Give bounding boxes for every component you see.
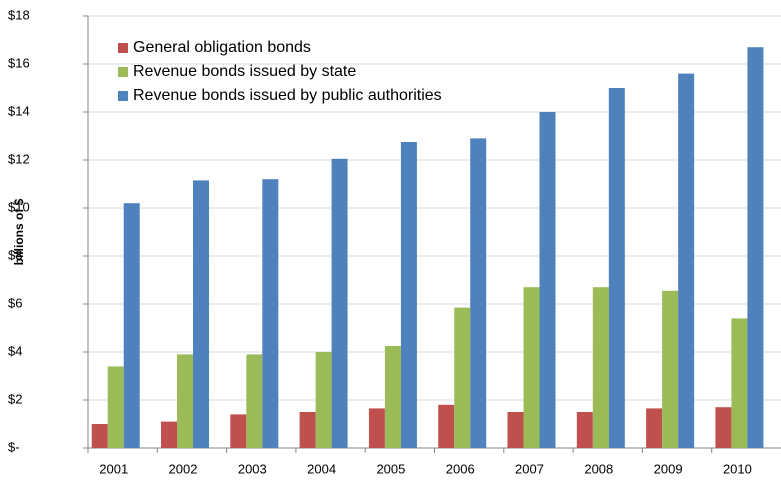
bar [470, 138, 487, 448]
bar [400, 142, 417, 448]
bar [91, 424, 108, 448]
bar [230, 414, 247, 448]
bar [715, 407, 732, 448]
bar [246, 354, 263, 448]
bar [592, 287, 609, 448]
legend-swatch [118, 43, 128, 53]
bar [368, 408, 385, 448]
y-tick-label: $4 [8, 343, 22, 358]
bar [315, 352, 332, 448]
y-tick-label: $18 [8, 7, 30, 22]
bar [454, 307, 471, 448]
y-tick-label: $12 [8, 151, 30, 166]
bar [107, 366, 124, 448]
x-tick-label: 2001 [99, 461, 128, 476]
x-tick-label: 2007 [515, 461, 544, 476]
y-tick-label: $2 [8, 391, 22, 406]
bar [747, 47, 764, 448]
bar [646, 408, 663, 448]
bar [299, 412, 316, 448]
bar [678, 73, 695, 448]
bar [384, 346, 401, 448]
x-tick-label: 2005 [376, 461, 405, 476]
bar [161, 421, 178, 448]
y-tick-label: $6 [8, 295, 22, 310]
bar [576, 412, 593, 448]
y-tick-label: $14 [8, 103, 30, 118]
legend-swatch [118, 91, 128, 101]
bar [507, 412, 524, 448]
x-tick-label: 2010 [723, 461, 752, 476]
bar [193, 180, 210, 448]
x-tick-label: 2006 [446, 461, 475, 476]
y-tick-label: $8 [8, 247, 22, 262]
bar [523, 287, 540, 448]
y-tick-label: $16 [8, 55, 30, 70]
legend-label: General obligation bonds [133, 39, 311, 56]
bar [731, 318, 748, 448]
legend-swatch [118, 67, 128, 77]
x-tick-label: 2008 [584, 461, 613, 476]
legend-label: Revenue bonds issued by public authoriti… [133, 87, 442, 104]
bar [608, 88, 625, 448]
x-tick-label: 2009 [654, 461, 683, 476]
y-tick-label: $10 [8, 199, 30, 214]
bar [331, 158, 348, 449]
bar [262, 179, 279, 448]
x-tick-label: 2003 [238, 461, 267, 476]
x-tick-label: 2002 [169, 461, 198, 476]
legend-label: Revenue bonds issued by state [133, 63, 356, 80]
y-axis-label: billions of $ [12, 198, 26, 265]
bar [539, 112, 556, 448]
bar [123, 203, 140, 448]
y-tick-label: $- [8, 439, 20, 454]
bar [177, 354, 194, 448]
bar [438, 404, 455, 448]
bar [662, 290, 679, 448]
x-tick-label: 2004 [307, 461, 336, 476]
